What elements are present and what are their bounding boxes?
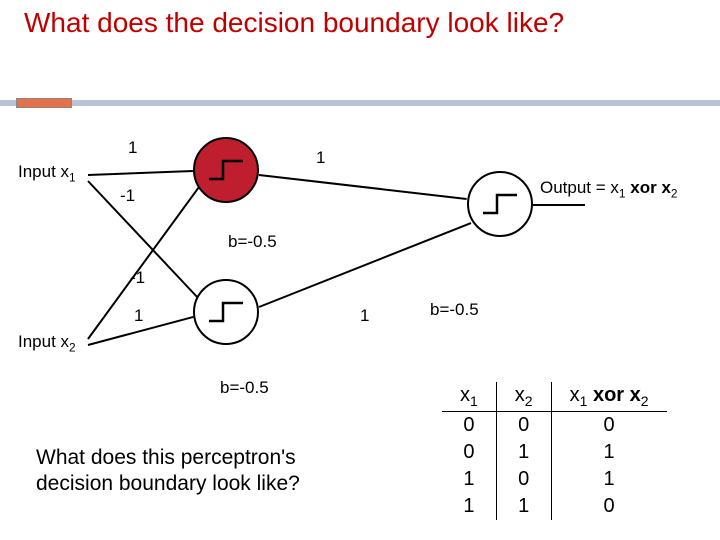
hidden-neuron-2 bbox=[193, 279, 259, 345]
question-text: What does this perceptron'sdecision boun… bbox=[36, 445, 300, 498]
network-diagram: Input x1 Input x2 Output = x1 xor x2 1 -… bbox=[0, 110, 720, 400]
xor-truth-table: x1 x2 x1 xor x2 000011101110 bbox=[442, 382, 667, 520]
edge-x1-h1 bbox=[88, 170, 193, 176]
weight-bot-top: -1 bbox=[130, 268, 145, 288]
table-row: 000 bbox=[442, 412, 667, 440]
weight-h-bot: 1 bbox=[360, 306, 369, 326]
table-row: 011 bbox=[442, 439, 667, 466]
title-underline bbox=[0, 92, 720, 108]
slide-title: What does the decision boundary look lik… bbox=[24, 6, 720, 40]
label-output: Output = x1 xor x2 bbox=[540, 178, 678, 200]
edge-out-right bbox=[533, 204, 585, 206]
label-input-x2: Input x2 bbox=[18, 332, 76, 354]
edge-h1-out bbox=[259, 174, 467, 200]
weight-bot-bot: 1 bbox=[134, 306, 143, 326]
weight-top-bot: -1 bbox=[120, 186, 135, 206]
bias-out: b=-0.5 bbox=[430, 300, 479, 320]
weight-top-top: 1 bbox=[128, 138, 137, 158]
edge-h2-out bbox=[259, 222, 472, 308]
col-xor: x1 xor x2 bbox=[551, 382, 666, 412]
col-x2: x2 bbox=[496, 382, 551, 412]
table-row: 101 bbox=[442, 466, 667, 493]
label-input-x1: Input x1 bbox=[18, 162, 76, 184]
edge-x2-h1 bbox=[87, 186, 200, 339]
bias-top: b=-0.5 bbox=[228, 232, 277, 252]
output-neuron bbox=[467, 171, 533, 237]
weight-h-top: 1 bbox=[316, 148, 325, 168]
col-x1: x1 bbox=[442, 382, 496, 412]
bias-bot: b=-0.5 bbox=[220, 378, 269, 398]
hidden-neuron-1 bbox=[193, 137, 259, 203]
table-row: 110 bbox=[442, 493, 667, 520]
